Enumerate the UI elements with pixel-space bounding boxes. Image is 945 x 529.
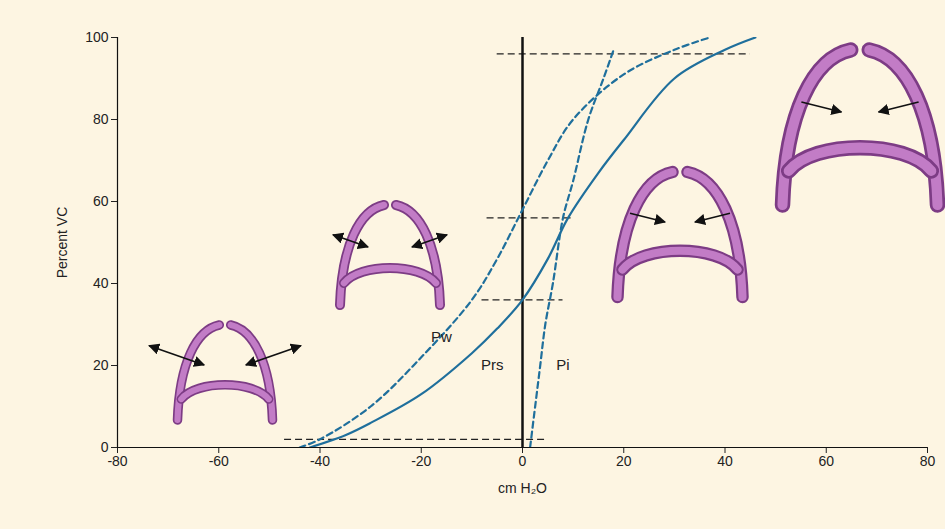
svg-text:60: 60 <box>93 193 109 209</box>
svg-text:-80: -80 <box>107 453 127 469</box>
svg-text:20: 20 <box>616 453 632 469</box>
svg-text:40: 40 <box>93 275 109 291</box>
svg-text:60: 60 <box>818 453 834 469</box>
svg-text:100: 100 <box>85 29 109 45</box>
svg-text:Percent VC: Percent VC <box>54 207 70 279</box>
svg-text:-40: -40 <box>310 453 330 469</box>
svg-text:cm H₂O: cm H₂O <box>498 480 547 496</box>
svg-text:-20: -20 <box>411 453 431 469</box>
svg-text:80: 80 <box>920 453 936 469</box>
svg-text:20: 20 <box>93 357 109 373</box>
svg-text:Pi: Pi <box>556 356 569 373</box>
svg-text:40: 40 <box>717 453 733 469</box>
svg-text:Pw: Pw <box>431 328 452 345</box>
svg-text:0: 0 <box>519 453 527 469</box>
svg-text:0: 0 <box>100 439 109 455</box>
svg-text:-60: -60 <box>209 453 229 469</box>
svg-text:Prs: Prs <box>481 356 504 373</box>
svg-text:80: 80 <box>93 111 109 127</box>
